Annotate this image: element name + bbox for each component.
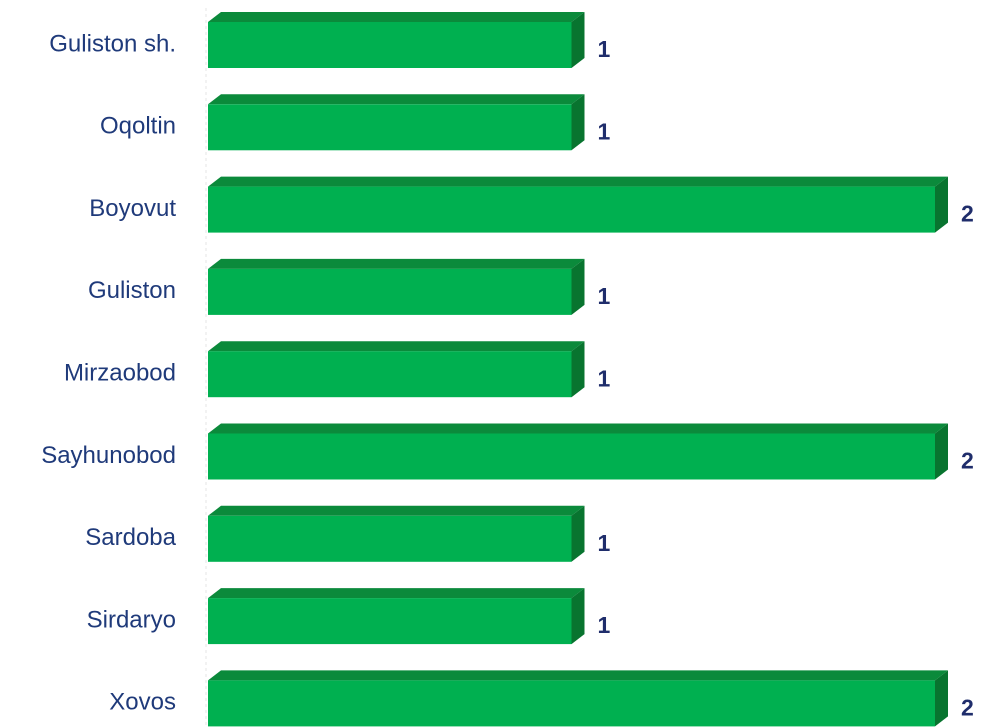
bar-side [571, 341, 585, 398]
category-label: Sardoba [85, 524, 176, 551]
bar-side [935, 176, 948, 233]
bar-side [571, 258, 585, 315]
bar-top [208, 341, 585, 352]
bar [208, 680, 935, 727]
bar [208, 433, 935, 480]
bar-top [208, 588, 585, 599]
category-label: Sayhunobod [41, 442, 176, 469]
bar-top [208, 670, 948, 681]
bar [208, 22, 572, 68]
category-label: Sirdaryo [87, 606, 176, 633]
category-label: Boyovut [89, 195, 176, 222]
bar [208, 351, 572, 398]
value-label: 1 [598, 283, 611, 309]
bar-side [935, 670, 948, 727]
bar [208, 515, 572, 562]
bar-side [571, 588, 585, 645]
category-label: Guliston sh. [49, 30, 176, 57]
category-label: Guliston [88, 277, 176, 304]
bar [208, 104, 572, 151]
bar-side [935, 423, 948, 480]
category-label: Mirzaobod [64, 360, 176, 387]
bar [208, 186, 935, 233]
bar-top [208, 94, 585, 105]
bar-side [571, 505, 585, 562]
value-label: 1 [598, 612, 611, 638]
category-label: Oqoltin [100, 113, 176, 140]
bar-top [208, 505, 585, 516]
bar [208, 598, 572, 645]
bar-top [208, 12, 585, 22]
value-label: 1 [598, 530, 611, 556]
bar-side [571, 94, 585, 151]
value-label: 2 [961, 448, 974, 474]
bar [208, 268, 572, 315]
value-label: 2 [961, 694, 974, 720]
bar-top [208, 423, 948, 434]
bar-top [208, 176, 948, 187]
value-label: 1 [598, 365, 611, 391]
value-label: 1 [598, 36, 611, 62]
category-label: Xovos [109, 689, 176, 716]
bar-side [571, 12, 585, 68]
value-label: 1 [598, 118, 611, 144]
value-label: 2 [961, 201, 974, 227]
bar-top [208, 258, 585, 269]
